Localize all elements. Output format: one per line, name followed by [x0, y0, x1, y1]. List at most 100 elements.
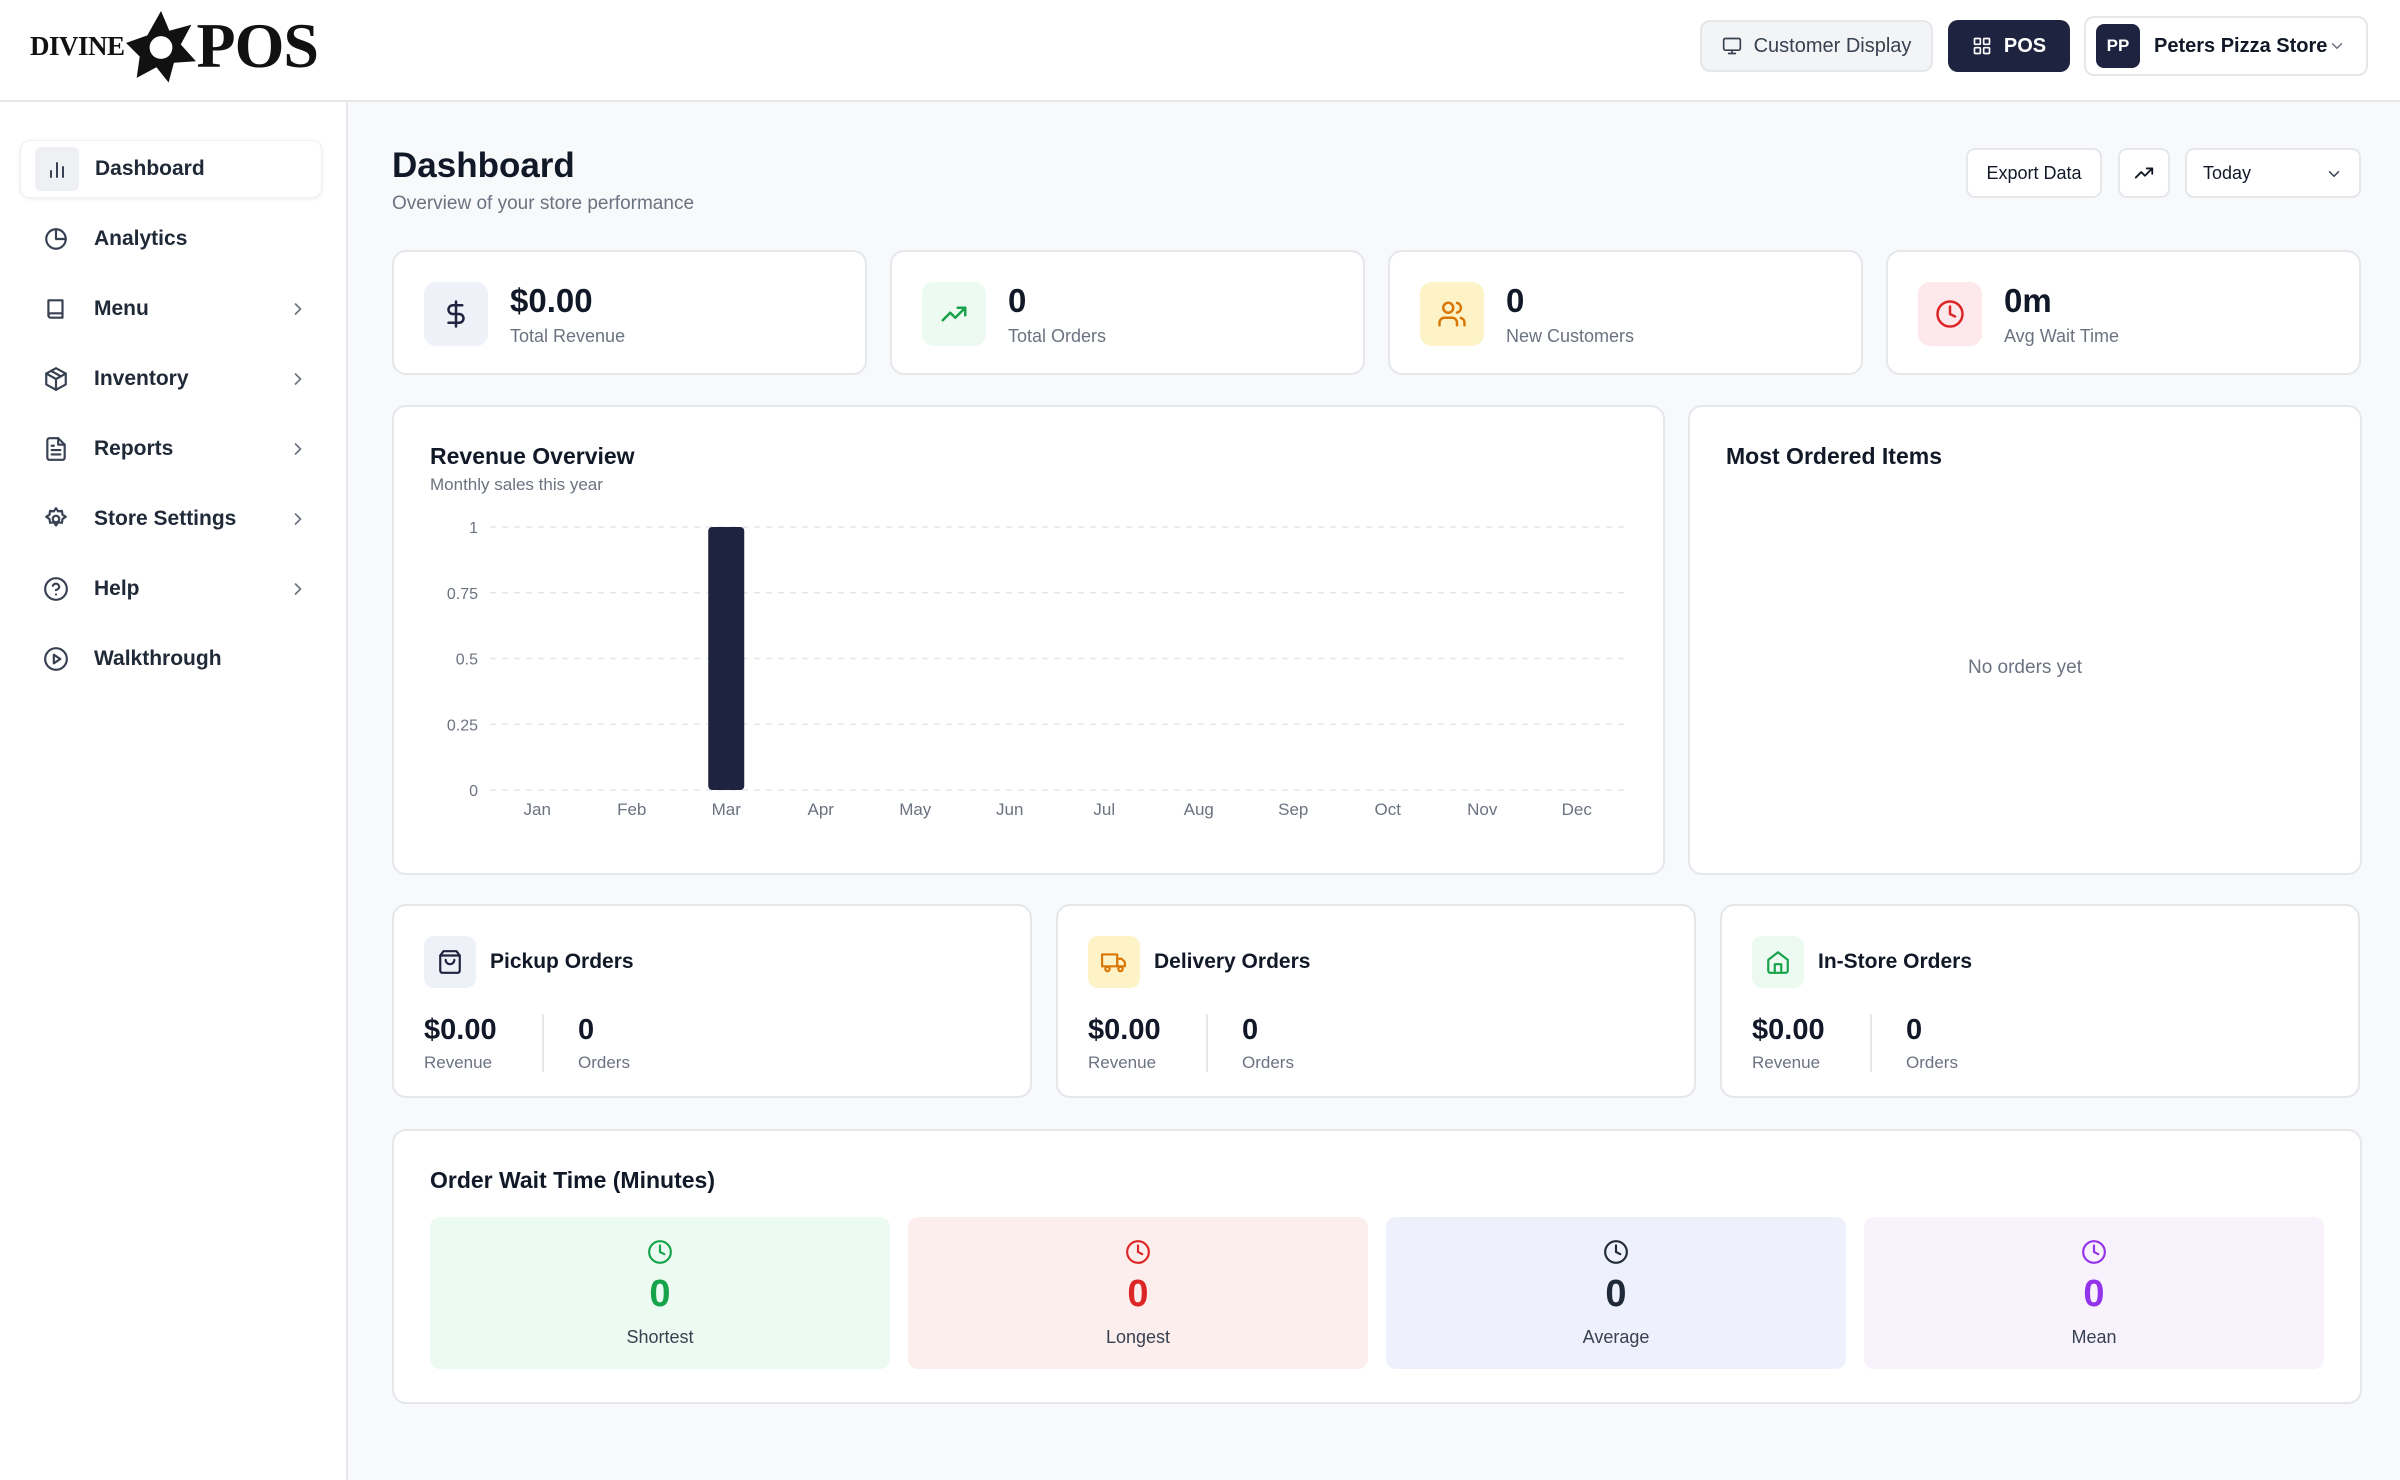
y-tick-label: 0.75	[447, 586, 478, 603]
date-range-value: Today	[2203, 162, 2252, 183]
order-revenue-label: Revenue	[1088, 1053, 1157, 1072]
order-wait-time-card: Order Wait Time (Minutes) 0 Shortest 0 L…	[392, 1129, 2362, 1404]
bar	[708, 527, 745, 790]
sidebar-item-analytics[interactable]: Analytics	[20, 210, 322, 268]
wait-tile-mean: 0 Mean	[1864, 1217, 2324, 1369]
y-tick-label: 0.5	[456, 652, 478, 669]
wait-tile-shortest: 0 Shortest	[430, 1217, 890, 1369]
sidebar: Dashboard Analytics Menu Inventory Repor…	[0, 102, 348, 1480]
order-title: In-Store Orders	[1818, 950, 1973, 973]
revenue-subtitle: Monthly sales this year	[430, 475, 603, 494]
order-count-label: Orders	[1906, 1053, 1958, 1072]
order-count-label: Orders	[1242, 1053, 1294, 1072]
clock-icon	[430, 1239, 890, 1265]
sidebar-item-label: Store Settings	[94, 507, 237, 530]
store-name: Peters Pizza Store	[2154, 34, 2328, 57]
stat-value: $0.00	[510, 282, 593, 319]
chevron-right-icon	[294, 513, 302, 525]
x-tick-label: Sep	[1278, 800, 1308, 819]
sidebar-item-label: Walkthrough	[94, 647, 222, 670]
x-tick-label: Jul	[1093, 800, 1115, 819]
wait-value: 0	[2083, 1273, 2105, 1315]
chevron-down-icon	[2331, 43, 2343, 49]
wait-value: 0	[1605, 1273, 1627, 1315]
stat-card-new-customers: 0 New Customers	[1388, 250, 1863, 375]
wait-value: 0	[1127, 1273, 1149, 1315]
wait-label: Mean	[2071, 1327, 2117, 1347]
truck-icon	[1088, 936, 1140, 988]
clock-icon	[1864, 1239, 2324, 1265]
monitor-icon	[1722, 37, 1741, 55]
book-icon	[42, 295, 70, 323]
chevron-right-icon	[294, 303, 302, 315]
x-tick-label: Mar	[712, 800, 742, 819]
divider	[542, 1014, 544, 1072]
star-logo-icon	[125, 11, 196, 83]
x-tick-label: Nov	[1467, 800, 1498, 819]
date-range-select[interactable]: Today	[2185, 148, 2361, 198]
pickup-orders-card: Pickup Orders $0.00 Revenue 0 Orders	[392, 904, 1032, 1098]
page-subtitle: Overview of your store performance	[392, 193, 695, 214]
dollar-icon	[424, 282, 488, 346]
shopping-bag-icon	[424, 936, 476, 988]
trending-up-icon	[922, 282, 986, 346]
order-revenue-label: Revenue	[1752, 1053, 1821, 1072]
export-data-button[interactable]: Export Data	[1966, 148, 2102, 198]
sidebar-item-label: Reports	[94, 437, 174, 460]
customer-display-button[interactable]: Customer Display	[1700, 20, 1933, 72]
stat-value: 0	[1008, 282, 1027, 319]
chevron-right-icon	[294, 583, 302, 595]
stat-value: 0	[1506, 282, 1525, 319]
x-tick-label: Jun	[996, 800, 1023, 819]
wait-tile-average: 0 Average	[1386, 1217, 1846, 1369]
clock-icon	[1918, 282, 1982, 346]
y-tick-label: 0	[469, 783, 478, 800]
sidebar-item-label: Inventory	[94, 367, 189, 390]
store-selector[interactable]: PP Peters Pizza Store	[2084, 16, 2368, 76]
help-circle-icon	[42, 575, 70, 603]
stat-card-avg-wait-time: 0m Avg Wait Time	[1886, 250, 2361, 375]
gear-icon	[42, 505, 70, 533]
order-revenue-value: $0.00	[1752, 1014, 1825, 1046]
sidebar-item-dashboard[interactable]: Dashboard	[20, 140, 322, 198]
top-header: DIVINE POS Customer Display POS PP Peter…	[0, 0, 2400, 102]
order-revenue-value: $0.00	[424, 1014, 497, 1046]
wait-label: Shortest	[626, 1327, 694, 1347]
divider	[1870, 1014, 1872, 1072]
wait-tile-longest: 0 Longest	[908, 1217, 1368, 1369]
sidebar-item-walkthrough[interactable]: Walkthrough	[20, 630, 322, 688]
stat-value: 0m	[2004, 282, 2052, 319]
stat-label: Total Revenue	[510, 326, 626, 346]
sidebar-item-reports[interactable]: Reports	[20, 420, 322, 478]
package-icon	[42, 365, 70, 393]
trend-button[interactable]	[2118, 148, 2170, 198]
order-count-value: 0	[1906, 1014, 1923, 1046]
sidebar-item-menu[interactable]: Menu	[20, 280, 322, 338]
order-count-value: 0	[578, 1014, 595, 1046]
store-avatar: PP	[2096, 24, 2140, 68]
y-tick-label: 0.25	[447, 717, 478, 734]
revenue-overview-card: Revenue Overview Monthly sales this year…	[392, 405, 1665, 875]
chevron-right-icon	[294, 443, 302, 455]
revenue-bar-chart: 0 0.25 0.5 0.75 1 Jan Feb Mar Apr May Jun Jul Aug Sep…	[447, 520, 1624, 819]
wait-value: 0	[649, 1273, 671, 1315]
divine-pos-logo[interactable]: DIVINE POS	[30, 10, 319, 83]
store-icon	[1752, 936, 1804, 988]
sidebar-item-label: Help	[94, 577, 140, 600]
sidebar-item-label: Dashboard	[95, 157, 205, 180]
sidebar-item-help[interactable]: Help	[20, 560, 322, 618]
sidebar-item-inventory[interactable]: Inventory	[20, 350, 322, 408]
x-tick-label: Feb	[617, 800, 646, 819]
in-store-orders-card: In-Store Orders $0.00 Revenue 0 Orders	[1720, 904, 2360, 1098]
order-count-value: 0	[1242, 1014, 1259, 1046]
sidebar-item-label: Analytics	[94, 227, 188, 250]
page-title: Dashboard	[392, 146, 575, 185]
trending-up-icon	[2134, 167, 2154, 179]
sidebar-item-store-settings[interactable]: Store Settings	[20, 490, 322, 548]
y-tick-label: 1	[469, 520, 478, 537]
pos-button[interactable]: POS	[1948, 20, 2070, 72]
delivery-orders-card: Delivery Orders $0.00 Revenue 0 Orders	[1056, 904, 1696, 1098]
empty-state-message: No orders yet	[1967, 657, 2083, 678]
logo-big-text: POS	[196, 10, 319, 81]
x-tick-label: Aug	[1184, 800, 1214, 819]
